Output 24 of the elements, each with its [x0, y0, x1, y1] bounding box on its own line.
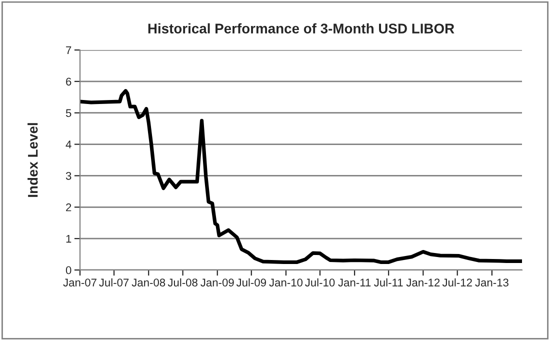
x-tick-label: Jul-10 — [305, 278, 335, 286]
y-tick-label: 0 — [66, 266, 72, 274]
x-tick-label: Jul-11 — [374, 278, 403, 286]
x-tick-label: Jan-10 — [269, 278, 303, 286]
x-tick-label: Jan-13 — [475, 278, 508, 286]
y-tick-label: 5 — [66, 109, 72, 117]
line-series — [80, 89, 522, 264]
x-tick-label: Jan-07 — [63, 278, 96, 286]
x-tick-label: Jul-08 — [168, 278, 198, 286]
x-tick-label: Jan-09 — [200, 278, 234, 286]
chart-title: Historical Performance of 3-Month USD LIBOR — [148, 23, 454, 34]
y-tick-label: 4 — [66, 140, 72, 148]
y-tick-label: 3 — [66, 172, 72, 180]
x-tick-label: Jul-09 — [236, 278, 266, 286]
x-tick-label: Jul-07 — [99, 278, 129, 286]
x-tick-label: Jan-11 — [338, 278, 371, 286]
y-tick-label: 2 — [66, 203, 72, 212]
y-tick-label: 1 — [66, 234, 72, 243]
x-tick-label: Jul-12 — [442, 278, 472, 286]
y-axis-title: Index Level — [28, 123, 38, 197]
x-tick-label: Jan-08 — [132, 278, 166, 286]
x-tick-label: Jan-12 — [406, 278, 440, 286]
y-tick-label: 7 — [66, 46, 72, 54]
y-tick-label: 6 — [66, 78, 72, 86]
